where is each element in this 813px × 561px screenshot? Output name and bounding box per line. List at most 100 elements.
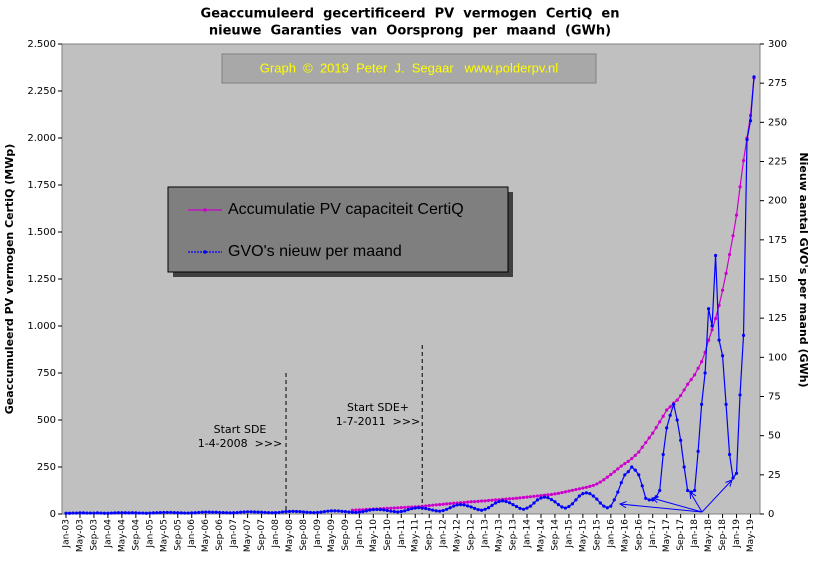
point: [64, 511, 68, 515]
point: [748, 119, 753, 123]
point: [647, 436, 651, 440]
chart-title: Geaccumuleerd gecertificeerd PV vermogen…: [201, 7, 620, 22]
point: [273, 510, 278, 515]
point: [392, 506, 396, 510]
point: [661, 414, 665, 418]
point: [546, 496, 550, 500]
point: [357, 508, 361, 512]
point: [609, 472, 613, 477]
x-tick-label: May-18: [704, 519, 714, 552]
point: [720, 354, 725, 358]
point: [378, 508, 382, 512]
point: [134, 511, 138, 515]
x-tick-label: Jan-04: [103, 519, 113, 549]
point: [539, 496, 543, 500]
y2-tick-label: 275: [768, 78, 787, 89]
point: [535, 494, 540, 498]
point: [225, 511, 229, 515]
point: [67, 511, 72, 515]
x-tick-label: Sep-06: [215, 519, 225, 551]
x-tick-label: Jan-19: [732, 519, 742, 549]
point: [74, 511, 79, 515]
point: [581, 486, 585, 490]
point: [521, 495, 526, 500]
point: [151, 511, 155, 515]
x-tick-label: May-08: [285, 519, 295, 552]
point: [483, 507, 487, 511]
plot-area: [61, 43, 761, 515]
point: [497, 499, 501, 504]
point: [389, 506, 393, 510]
point: [441, 508, 445, 513]
point: [640, 445, 644, 449]
point: [389, 509, 393, 513]
point: [270, 511, 274, 515]
x-tick-label: Jan-03: [62, 519, 72, 549]
point: [479, 499, 484, 503]
y-tick-label: 2.500: [27, 39, 56, 50]
point: [668, 413, 672, 417]
point: [577, 494, 581, 498]
point: [741, 333, 746, 337]
point: [486, 498, 491, 503]
point: [427, 507, 431, 511]
point: [291, 509, 295, 513]
point: [410, 507, 414, 511]
point: [626, 459, 630, 463]
point: [186, 511, 190, 515]
point: [368, 508, 372, 512]
x-tick-label: Sep-03: [89, 519, 99, 551]
point: [179, 511, 183, 515]
point: [490, 498, 494, 502]
point: [336, 509, 341, 513]
x-tick-label: May-05: [159, 519, 169, 552]
point: [319, 510, 323, 514]
point: [738, 393, 742, 397]
point: [427, 503, 431, 508]
point: [696, 366, 700, 370]
point: [500, 499, 505, 503]
point: [466, 504, 470, 508]
point: [448, 502, 452, 506]
annotation: Start SDE: [214, 423, 267, 436]
point: [333, 509, 337, 513]
point: [713, 253, 718, 258]
point: [717, 338, 721, 342]
point: [706, 307, 711, 311]
legend-label: Accumulatie PV capaciteit CertiQ: [228, 201, 464, 218]
point: [679, 438, 683, 442]
point: [354, 508, 358, 512]
y2-tick-label: 25: [768, 470, 781, 481]
point: [525, 506, 529, 510]
point: [602, 478, 606, 482]
point: [720, 288, 725, 292]
point: [462, 500, 466, 505]
x-tick-label: Sep-18: [718, 519, 728, 551]
legend-marker: [203, 250, 207, 254]
point: [466, 500, 470, 504]
point: [682, 465, 686, 469]
point: [623, 473, 627, 477]
point: [141, 511, 145, 515]
y-tick-label: 2.250: [27, 86, 56, 97]
point: [232, 511, 236, 515]
point: [595, 482, 599, 486]
annotation: 1-7-2011 >>>: [336, 415, 421, 428]
point: [308, 510, 313, 515]
point: [256, 510, 260, 514]
point: [525, 495, 529, 499]
point: [221, 510, 225, 515]
point: [420, 506, 424, 510]
point: [438, 509, 442, 513]
point: [298, 510, 302, 514]
point: [109, 511, 114, 515]
point: [106, 511, 110, 515]
point: [619, 481, 623, 485]
x-tick-label: Jan-17: [648, 519, 658, 549]
x-tick-label: Sep-05: [173, 519, 183, 551]
point: [553, 500, 557, 504]
point: [574, 487, 578, 492]
point: [588, 484, 592, 488]
x-tick-label: May-12: [453, 519, 463, 552]
arrow-head: [618, 501, 627, 509]
